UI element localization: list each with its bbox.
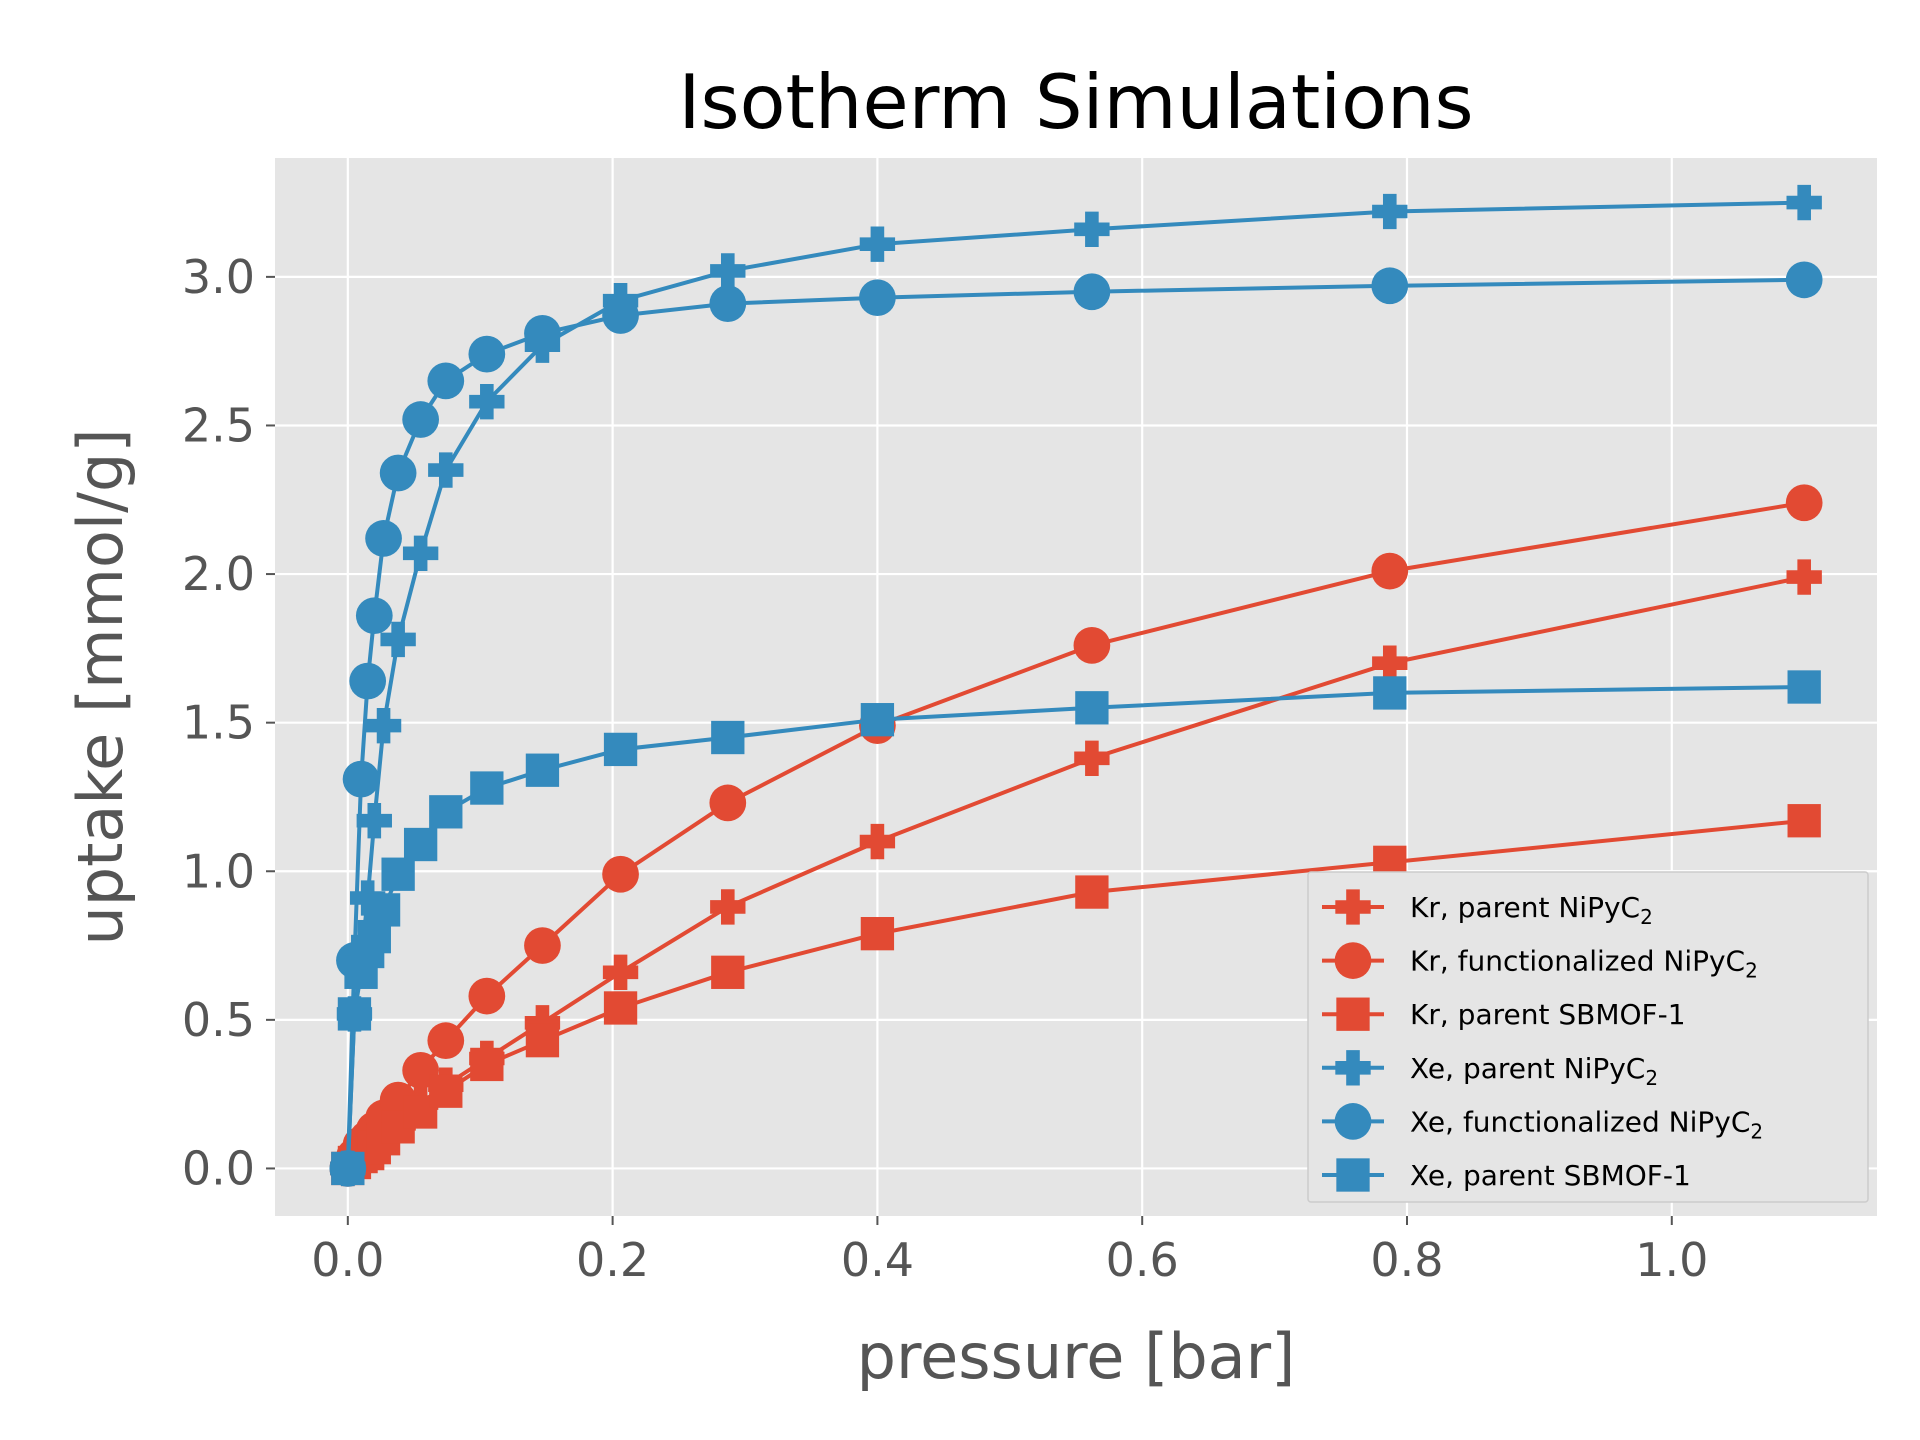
data-point: [1371, 267, 1409, 305]
series-group: [329, 261, 1823, 1187]
legend-box: [1307, 871, 1869, 1203]
data-point: [402, 401, 439, 438]
x-tick-label: 0.0: [311, 1233, 384, 1287]
data-point: [337, 997, 372, 1031]
data-point: [427, 1022, 465, 1060]
data-point: [709, 784, 747, 822]
data-point: [1785, 484, 1823, 522]
data-point: [711, 955, 745, 989]
legend-marker: [1335, 889, 1371, 925]
series-group: [331, 670, 1821, 1186]
data-point: [524, 314, 561, 352]
data-point: [1786, 559, 1822, 595]
data-point: [525, 753, 560, 787]
data-point: [711, 720, 745, 755]
data-point: [524, 1005, 561, 1041]
data-point: [1372, 193, 1408, 230]
data-point: [1073, 627, 1111, 664]
data-point: [470, 1047, 504, 1082]
legend-marker: [1336, 1158, 1370, 1192]
y-tick-label: 0.0: [182, 1141, 255, 1195]
legend-marker: [1335, 1050, 1371, 1086]
data-point: [859, 226, 896, 262]
legend-entry-label: Kr, parent NiPyC2: [1410, 891, 1653, 929]
data-point: [1785, 261, 1823, 299]
data-point: [349, 662, 387, 700]
data-point: [859, 279, 896, 317]
data-point: [468, 977, 506, 1015]
data-point: [355, 597, 393, 635]
data-point: [356, 803, 392, 839]
y-tick-label: 2.5: [182, 398, 255, 452]
data-point: [1787, 804, 1821, 838]
data-point: [470, 771, 504, 805]
data-point: [602, 297, 639, 334]
data-point: [1372, 645, 1408, 681]
data-point: [859, 823, 896, 860]
x-tick-label: 0.6: [1106, 1233, 1179, 1287]
x-tick-label: 0.2: [576, 1233, 649, 1287]
legend-marker: [1334, 1103, 1372, 1140]
legend-marker: [1336, 997, 1370, 1031]
x-tick-label: 0.4: [841, 1233, 914, 1287]
data-point: [602, 855, 639, 893]
data-point: [1075, 691, 1109, 725]
data-point: [379, 454, 417, 492]
data-series: [329, 184, 1823, 1187]
y-tick-label: 1.5: [182, 696, 255, 750]
data-point: [469, 384, 505, 420]
data-point: [1073, 273, 1111, 311]
y-tick-label: 3.0: [182, 250, 255, 304]
data-point: [1373, 676, 1407, 710]
data-point: [402, 535, 439, 571]
data-point: [525, 1023, 560, 1058]
data-point: [1074, 211, 1110, 248]
data-point: [427, 362, 465, 400]
data-point: [428, 452, 464, 488]
data-point: [331, 1151, 365, 1186]
data-point: [365, 707, 402, 744]
data-point: [1786, 184, 1822, 221]
data-point: [524, 927, 561, 964]
data-point: [468, 335, 506, 373]
x-tick-label: 0.8: [1370, 1233, 1443, 1287]
tick-labels: 0.0 0.2 0.4 0.6 0.8 1.0 0.0 0.5 1.0 1.5 2.0 2.5 3.0: [182, 250, 1709, 1287]
data-point: [603, 732, 638, 767]
x-axis-label: pressure [bar]: [857, 1320, 1296, 1393]
data-point: [429, 795, 463, 829]
data-point: [1074, 740, 1110, 777]
legend-entry-label: Kr, functionalized NiPyC2: [1410, 945, 1758, 983]
legend: Kr, parent NiPyC2 Kr, functionalized NiPy…: [1307, 871, 1869, 1203]
data-point: [381, 857, 415, 891]
data-point: [602, 954, 639, 990]
data-point: [429, 1074, 463, 1108]
y-tick-label: 2.0: [182, 547, 255, 601]
data-point: [403, 827, 438, 862]
data-point: [710, 889, 746, 925]
data-point: [1787, 670, 1821, 704]
legend-entry-label: Kr, parent SBMOF-1: [1410, 998, 1686, 1031]
chart-title: Isotherm Simulations: [678, 58, 1473, 146]
data-point: [603, 991, 638, 1025]
data-point: [366, 893, 401, 927]
data-point: [365, 520, 402, 557]
y-tick-label: 0.5: [182, 993, 255, 1047]
series-group: [331, 804, 1821, 1186]
data-point: [860, 917, 895, 951]
data-point: [380, 621, 416, 658]
y-tick-label: 1.0: [182, 844, 255, 898]
data-point: [710, 253, 746, 289]
data-point: [1075, 875, 1109, 909]
legend-entry-label: Xe, functionalized NiPyC2: [1410, 1105, 1763, 1143]
legend-entry-label: Xe, parent SBMOF-1: [1410, 1159, 1691, 1192]
data-point: [709, 285, 747, 322]
data-point: [1371, 552, 1409, 590]
legend-marker: [1334, 942, 1372, 979]
y-axis-label: uptake [mmol/g]: [64, 428, 137, 945]
data-point: [342, 760, 380, 798]
data-point: [860, 703, 895, 737]
legend-entry-label: Xe, parent NiPyC2: [1410, 1052, 1658, 1090]
x-tick-label: 1.0: [1635, 1233, 1708, 1287]
